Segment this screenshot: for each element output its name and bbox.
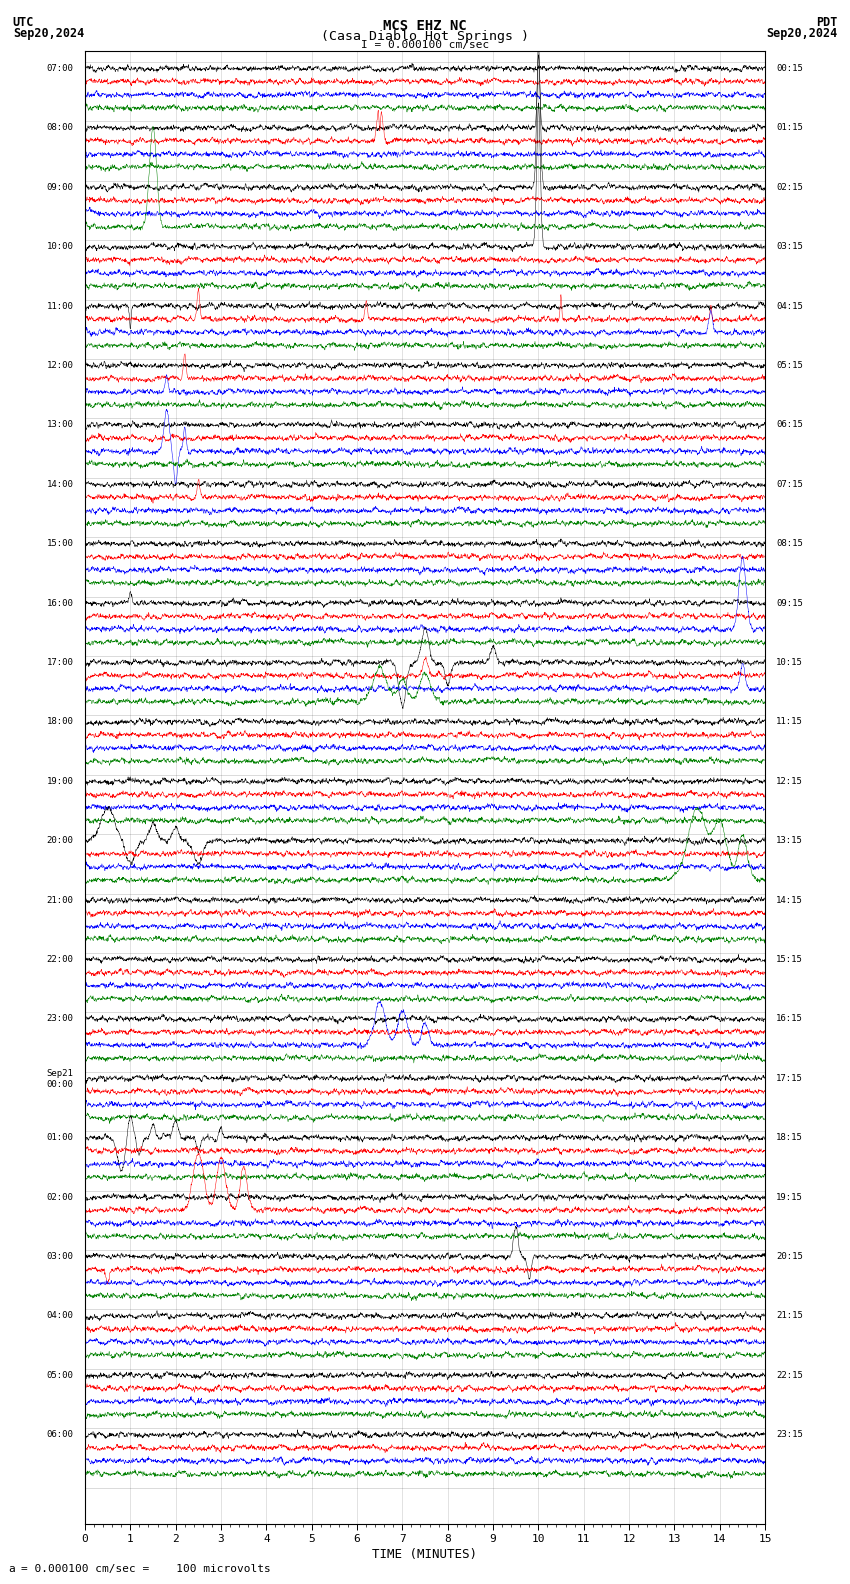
Text: 15:15: 15:15	[776, 955, 803, 965]
Text: 19:15: 19:15	[776, 1193, 803, 1202]
Text: 17:15: 17:15	[776, 1074, 803, 1083]
Text: 21:00: 21:00	[47, 895, 74, 904]
Text: 10:15: 10:15	[776, 657, 803, 667]
Text: 21:15: 21:15	[776, 1312, 803, 1321]
Text: 03:00: 03:00	[47, 1251, 74, 1261]
Text: 18:00: 18:00	[47, 718, 74, 727]
Text: 18:15: 18:15	[776, 1133, 803, 1142]
Text: Sep21: Sep21	[47, 1069, 74, 1079]
Text: (Casa Diablo Hot Springs ): (Casa Diablo Hot Springs )	[321, 30, 529, 43]
Text: 20:15: 20:15	[776, 1251, 803, 1261]
Text: 07:15: 07:15	[776, 480, 803, 489]
Text: 16:00: 16:00	[47, 599, 74, 608]
Text: 13:15: 13:15	[776, 836, 803, 846]
Text: 06:15: 06:15	[776, 420, 803, 429]
Text: 00:00: 00:00	[47, 1080, 74, 1088]
Text: 07:00: 07:00	[47, 63, 74, 73]
Text: PDT: PDT	[816, 16, 837, 29]
Text: 22:15: 22:15	[776, 1370, 803, 1380]
Text: 09:15: 09:15	[776, 599, 803, 608]
Text: 20:00: 20:00	[47, 836, 74, 846]
Text: 04:15: 04:15	[776, 301, 803, 310]
Text: 23:00: 23:00	[47, 1014, 74, 1023]
Text: 22:00: 22:00	[47, 955, 74, 965]
Text: 03:15: 03:15	[776, 242, 803, 252]
Text: 02:15: 02:15	[776, 182, 803, 192]
Text: 16:15: 16:15	[776, 1014, 803, 1023]
Text: 12:00: 12:00	[47, 361, 74, 371]
Text: I = 0.000100 cm/sec: I = 0.000100 cm/sec	[361, 40, 489, 51]
Text: 01:00: 01:00	[47, 1133, 74, 1142]
Text: 06:00: 06:00	[47, 1430, 74, 1440]
Text: 08:15: 08:15	[776, 539, 803, 548]
Text: = 0.000100 cm/sec =    100 microvolts: = 0.000100 cm/sec = 100 microvolts	[21, 1565, 271, 1574]
Text: UTC: UTC	[13, 16, 34, 29]
Text: 11:15: 11:15	[776, 718, 803, 727]
Text: 14:15: 14:15	[776, 895, 803, 904]
Text: 08:00: 08:00	[47, 124, 74, 133]
Text: 23:15: 23:15	[776, 1430, 803, 1440]
Text: 15:00: 15:00	[47, 539, 74, 548]
Text: 10:00: 10:00	[47, 242, 74, 252]
X-axis label: TIME (MINUTES): TIME (MINUTES)	[372, 1549, 478, 1562]
Text: 14:00: 14:00	[47, 480, 74, 489]
Text: MCS EHZ NC: MCS EHZ NC	[383, 19, 467, 33]
Text: 01:15: 01:15	[776, 124, 803, 133]
Text: 00:15: 00:15	[776, 63, 803, 73]
Text: a: a	[8, 1565, 15, 1574]
Text: 19:00: 19:00	[47, 776, 74, 786]
Text: 05:15: 05:15	[776, 361, 803, 371]
Text: Sep20,2024: Sep20,2024	[766, 27, 837, 40]
Text: 17:00: 17:00	[47, 657, 74, 667]
Text: 09:00: 09:00	[47, 182, 74, 192]
Text: 05:00: 05:00	[47, 1370, 74, 1380]
Text: 02:00: 02:00	[47, 1193, 74, 1202]
Text: Sep20,2024: Sep20,2024	[13, 27, 84, 40]
Text: 11:00: 11:00	[47, 301, 74, 310]
Text: 13:00: 13:00	[47, 420, 74, 429]
Text: 04:00: 04:00	[47, 1312, 74, 1321]
Text: 12:15: 12:15	[776, 776, 803, 786]
